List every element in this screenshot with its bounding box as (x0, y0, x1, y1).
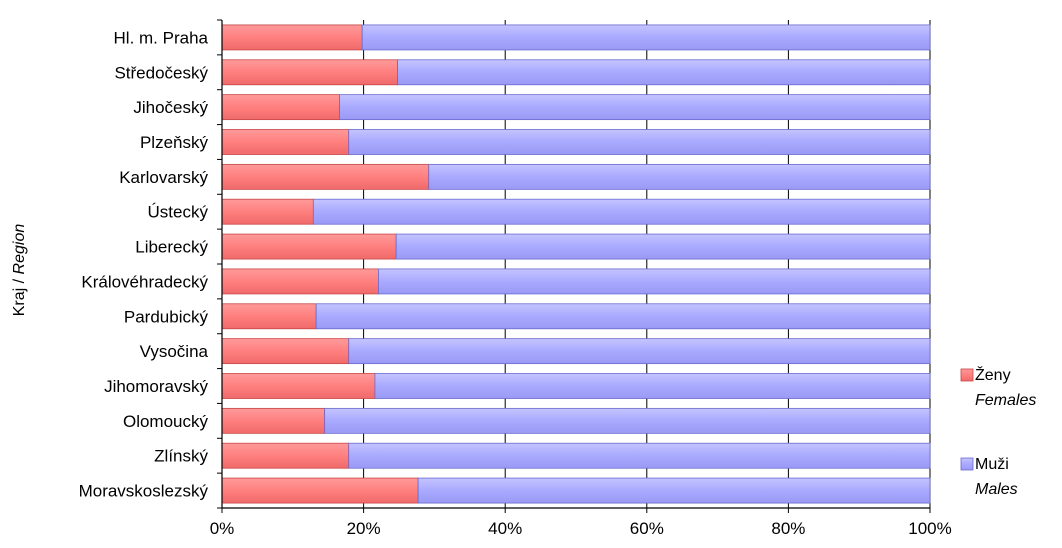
bar-segment-males[interactable] (417, 477, 931, 504)
bar-segment-females[interactable] (221, 129, 350, 155)
x-tick-label: 60% (630, 519, 664, 538)
bar-segment-males[interactable] (324, 407, 931, 434)
x-tick-label: 100% (908, 519, 951, 538)
category-label: Středočeský (114, 63, 208, 82)
x-tick-label: 80% (771, 519, 805, 538)
category-label: Liberecký (135, 238, 208, 257)
category-label: Královéhradecký (81, 272, 208, 291)
category-label: Jihomoravský (104, 377, 208, 396)
category-labels: Hl. m. Praha Středočeský Jihočeský Plzeňský… (79, 28, 209, 500)
bar-segment-females[interactable] (221, 373, 376, 399)
bar-segment-females[interactable] (221, 59, 398, 86)
category-label: Jihočeský (133, 98, 208, 117)
bar-segment-females[interactable] (221, 163, 430, 190)
bar-segment-females[interactable] (221, 407, 326, 434)
bar-segment-females[interactable] (221, 233, 397, 260)
category-label: Karlovarský (119, 168, 208, 187)
category-label: Hl. m. Praha (114, 28, 209, 47)
bar-segment-females[interactable] (221, 477, 419, 504)
x-tick-labels: 0% 20% 40% 60% 80% 100% (210, 519, 952, 538)
y-axis-title-cs: Kraj (11, 288, 28, 316)
y-axis-title-en: Region (11, 224, 28, 275)
bar-segment-males[interactable] (428, 163, 931, 190)
category-label: Pardubický (124, 307, 209, 326)
legend-label-males: Muži (975, 456, 1009, 473)
category-label: Ústecký (148, 203, 209, 222)
legend: Ženy Females Muži Males (960, 365, 1036, 498)
bar-segment-females[interactable] (221, 268, 379, 295)
legend-item-males[interactable]: Muži Males (960, 456, 1018, 498)
x-tick-label: 20% (347, 519, 381, 538)
bar-segment-females[interactable] (221, 303, 317, 330)
bar-segment-males[interactable] (395, 233, 931, 260)
axes (217, 19, 931, 513)
bar-segment-females[interactable] (221, 24, 363, 51)
category-label: Plzeňský (140, 133, 209, 152)
category-label: Olomoucký (123, 412, 209, 431)
legend-swatch-females (960, 368, 974, 382)
y-axis-title-sep: / (11, 274, 28, 287)
bar-segment-females[interactable] (221, 94, 340, 121)
bar-segment-males[interactable] (374, 373, 931, 399)
legend-swatch-males (960, 457, 974, 471)
bar-segment-males[interactable] (348, 129, 931, 155)
legend-label-males-en: Males (975, 481, 1018, 498)
bars (221, 24, 931, 504)
legend-label-females-en: Females (975, 392, 1036, 409)
bar-segment-males[interactable] (315, 303, 931, 330)
gridlines (363, 20, 931, 508)
bar-segment-males[interactable] (312, 198, 931, 225)
category-label: Moravskoslezský (79, 482, 209, 501)
bar-segment-females[interactable] (221, 198, 314, 225)
bar-segment-males[interactable] (361, 24, 931, 51)
bar-segment-males[interactable] (348, 442, 931, 469)
x-tick-label: 0% (210, 519, 235, 538)
bar-segment-females[interactable] (221, 338, 350, 365)
bar-segment-males[interactable] (348, 338, 931, 365)
category-label: Vysočina (140, 342, 209, 361)
bar-segment-males[interactable] (397, 59, 931, 86)
bar-segment-males[interactable] (378, 268, 931, 295)
legend-label-females: Ženy (975, 365, 1011, 384)
bar-segment-males[interactable] (339, 94, 931, 121)
category-label: Zlínský (154, 447, 208, 466)
legend-item-females[interactable]: Ženy Females (960, 365, 1036, 409)
y-axis-title: Kraj / Region (11, 224, 28, 317)
x-tick-label: 40% (488, 519, 522, 538)
bar-segment-females[interactable] (221, 442, 350, 469)
